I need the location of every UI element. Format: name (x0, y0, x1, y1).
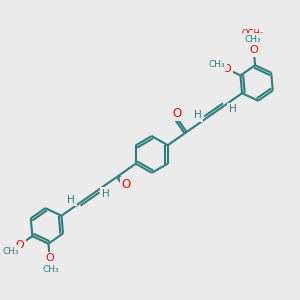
Text: O: O (45, 254, 54, 263)
Text: O: O (16, 240, 25, 250)
Text: H: H (229, 104, 236, 114)
Text: O: O (122, 178, 131, 191)
Text: O: O (249, 46, 258, 56)
Text: O: O (173, 107, 182, 120)
Text: CH₃: CH₃ (208, 60, 225, 69)
Text: CH₃: CH₃ (3, 247, 19, 256)
Text: CH₃: CH₃ (42, 265, 59, 274)
Text: O: O (223, 64, 231, 74)
Text: H: H (194, 110, 202, 120)
Text: H: H (102, 189, 110, 199)
Text: H: H (67, 195, 75, 205)
Text: O: O (249, 46, 258, 56)
Text: CH₃: CH₃ (244, 35, 261, 44)
Text: OCH₃: OCH₃ (242, 29, 264, 38)
